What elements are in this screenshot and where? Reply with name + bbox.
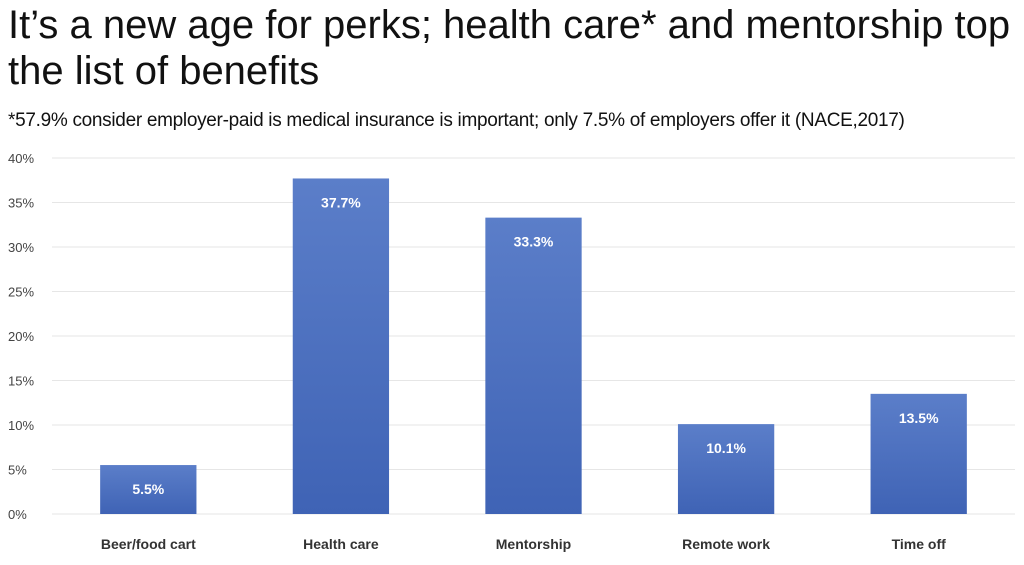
y-tick-label: 40% — [8, 151, 34, 166]
y-tick-label: 10% — [8, 418, 34, 433]
data-label: 10.1% — [706, 440, 746, 456]
x-category-label: Time off — [892, 536, 947, 552]
bar-health-care — [292, 178, 390, 514]
data-label: 37.7% — [321, 194, 361, 210]
chart-title: It’s a new age for perks; health care* a… — [8, 3, 1011, 93]
y-tick-label: 20% — [8, 329, 34, 344]
bar-beer-food-cart — [100, 465, 197, 514]
data-label: 33.3% — [514, 234, 554, 250]
x-category-label: Mentorship — [496, 536, 571, 552]
y-tick-label: 5% — [8, 463, 27, 478]
y-tick-label: 35% — [8, 196, 34, 211]
chart-subtitle: *57.9% consider employer-paid is medical… — [8, 110, 905, 131]
y-tick-label: 15% — [8, 374, 34, 389]
bar-mentorship — [485, 217, 582, 514]
x-category-label: Beer/food cart — [101, 536, 196, 552]
data-label: 5.5% — [132, 481, 164, 497]
bar-remote-work — [677, 424, 775, 514]
y-tick-label: 0% — [8, 507, 27, 522]
y-tick-label: 25% — [8, 285, 34, 300]
data-label: 13.5% — [899, 410, 939, 426]
y-tick-label: 30% — [8, 240, 34, 255]
x-category-label: Remote work — [682, 536, 770, 552]
bar-time-off — [870, 393, 967, 514]
x-category-label: Health care — [303, 536, 379, 552]
